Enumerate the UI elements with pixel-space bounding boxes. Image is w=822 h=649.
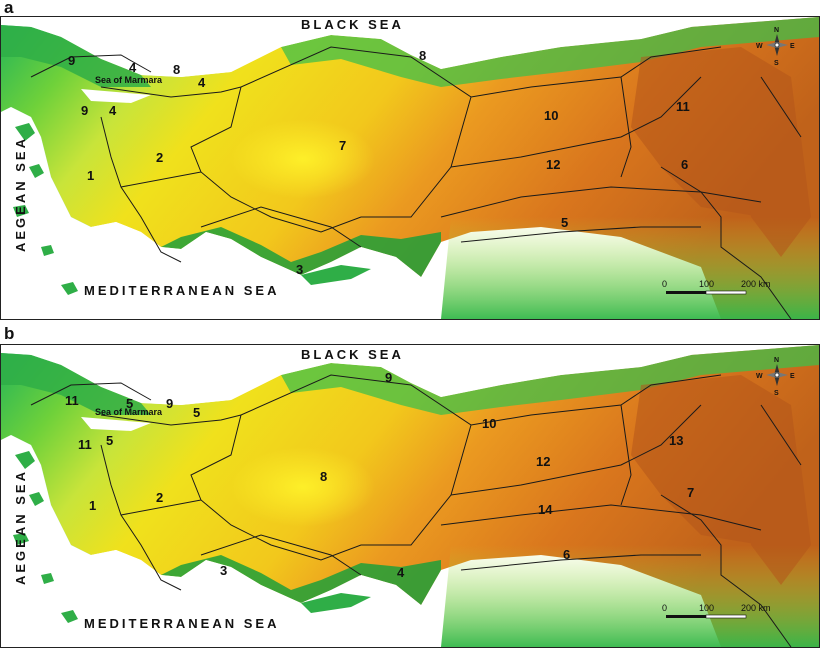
region-number: 7 [687,485,694,500]
region-number: 6 [681,157,688,172]
scale-end: 200 km [741,603,771,613]
coastal-green-north [1,25,151,87]
region-number: 1 [89,498,96,513]
compass-s: S [774,390,779,397]
region-number: 4 [109,103,117,118]
region-number: 9 [81,103,88,118]
region-number: 5 [126,396,133,411]
region-number: 5 [193,405,200,420]
scale-bar: 0 100 200 km [662,279,771,295]
marmara-text: Sea of Marmara [95,75,163,85]
map-b-svg: BLACK SEA AEGEAN SEA MEDITERRANEAN SEA S… [1,345,819,647]
compass-n: N [774,27,779,34]
region-number: 4 [129,60,137,75]
aegean-islands [13,123,371,295]
mediterranean-sea-label: MEDITERRANEAN SEA [84,283,279,298]
region-boundaries [30,374,802,647]
plateau-glow [181,87,471,247]
region-number: 7 [339,138,346,153]
region-number: 10 [482,416,496,431]
mediterranean [1,107,441,319]
compass-s: S [774,60,779,67]
region-number: 14 [538,502,553,517]
region-number: 1 [87,168,94,183]
mediterranean-sea-label: MEDITERRANEAN SEA [84,616,279,631]
region-number: 8 [320,469,327,484]
scale-zero: 0 [662,279,667,289]
black-sea-label: BLACK SEA [301,17,404,32]
mediterranean [1,435,441,647]
coastal-green-north [1,353,151,415]
aegean-sea-label: AEGEAN SEA [13,136,28,252]
marmara-label: Sea of Marmara [95,407,163,417]
marmara-label: Sea of Marmara [95,75,163,85]
compass-w: W [756,43,763,50]
region-number: 4 [198,75,206,90]
region-number: 8 [173,62,180,77]
region-boundaries [30,46,802,319]
map-panel-b: BLACK SEA AEGEAN SEA MEDITERRANEAN SEA S… [0,344,820,648]
aegean-islands [13,451,371,623]
compass-w: W [756,373,763,380]
aegean-sea-label: AEGEAN SEA [13,469,28,585]
region-number: 11 [676,99,690,114]
scale-end: 200 km [741,279,771,289]
region-number: 11 [78,437,92,452]
panel-label-a: a [4,0,14,17]
scale-bar: 0 100 200 km [662,603,771,619]
region-number: 3 [296,262,303,277]
compass-icon: N S E W [756,357,795,397]
scale-zero: 0 [662,603,667,613]
compass-icon: N S E W [756,27,795,67]
plateau-glow [181,415,471,575]
compass-e: E [790,43,795,50]
region-number: 9 [166,396,173,411]
map-a-svg: BLACK SEA AEGEAN SEA MEDITERRANEAN SEA S… [1,17,819,319]
region-number: 13 [669,433,683,448]
black-sea-label: BLACK SEA [301,347,404,362]
region-number: 10 [544,108,558,123]
region-number: 3 [220,563,227,578]
coastal-green-south [161,227,441,277]
region-number: 9 [385,370,392,385]
region-number: 6 [563,547,570,562]
black-sea [116,17,691,77]
black-sea-coast-green [281,345,819,415]
compass-n: N [774,357,779,364]
region-number: 2 [156,490,163,505]
scale-mid: 100 [699,603,714,613]
black-sea [116,345,691,405]
region-number: 12 [546,157,560,172]
coastal-green-south [161,555,441,605]
region-number: 2 [156,150,163,165]
region-number: 8 [419,48,426,63]
marmara-sea [81,417,151,431]
region-number: 9 [68,53,75,68]
panel-label-b: b [4,324,15,343]
map-panel-a: BLACK SEA AEGEAN SEA MEDITERRANEAN SEA S… [0,16,820,320]
region-number: 5 [561,215,568,230]
region-number: 11 [65,393,79,408]
region-number: 4 [397,565,405,580]
compass-e: E [790,373,795,380]
southern-plain [441,545,819,647]
black-sea-coast-green [281,17,819,87]
scale-mid: 100 [699,279,714,289]
southern-plain [441,217,819,319]
marmara-text: Sea of Marmara [95,407,163,417]
marmara-sea [81,89,151,103]
region-number: 5 [106,433,113,448]
region-number: 12 [536,454,550,469]
